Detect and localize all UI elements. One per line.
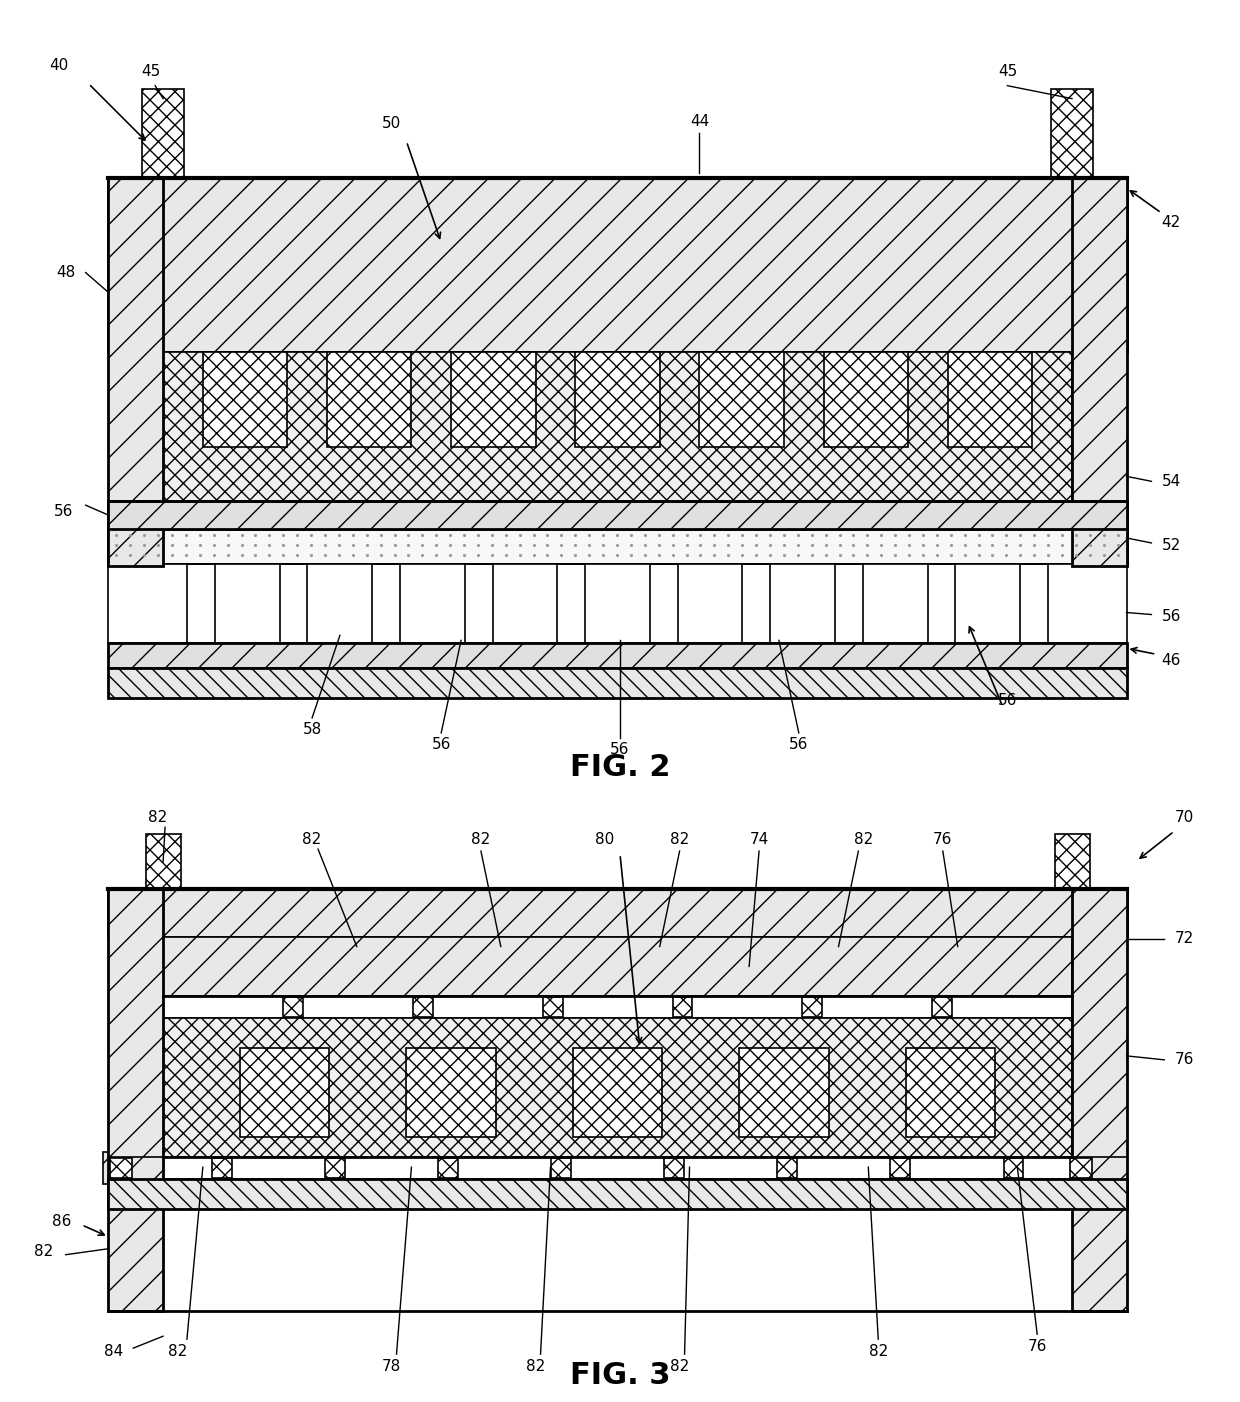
Text: 40: 40	[50, 59, 68, 73]
Bar	[108, 889, 164, 1311]
Bar	[1071, 889, 1127, 1311]
Text: 82: 82	[303, 831, 321, 847]
Text: 56: 56	[55, 503, 73, 519]
Bar	[108, 564, 1127, 644]
Text: 58: 58	[303, 722, 321, 737]
Bar	[575, 352, 660, 446]
Bar	[1003, 1158, 1023, 1178]
Bar	[108, 1157, 1127, 1179]
Bar	[108, 529, 1127, 564]
Text: 74: 74	[749, 831, 769, 847]
Text: 82: 82	[149, 810, 167, 824]
Text: 78: 78	[382, 1359, 402, 1374]
Text: 56: 56	[1162, 608, 1180, 624]
Bar	[739, 1047, 828, 1137]
Bar	[327, 352, 412, 446]
Bar	[325, 1158, 345, 1178]
Bar	[1071, 178, 1127, 566]
Bar	[164, 937, 1071, 997]
Bar	[802, 997, 822, 1016]
Text: 50: 50	[382, 116, 402, 130]
Text: 45: 45	[998, 64, 1017, 80]
Bar	[890, 1158, 910, 1178]
Text: 82: 82	[670, 1359, 689, 1374]
Bar	[932, 997, 952, 1016]
Text: 82: 82	[869, 1343, 888, 1359]
Bar	[283, 997, 303, 1016]
Bar	[1055, 834, 1090, 889]
Bar	[672, 997, 692, 1016]
Bar	[108, 178, 1127, 352]
Bar	[203, 352, 288, 446]
Text: 82: 82	[35, 1244, 53, 1259]
Bar	[212, 1158, 232, 1178]
Text: FIG. 2: FIG. 2	[569, 753, 671, 782]
Bar	[947, 352, 1032, 446]
Bar	[108, 889, 1127, 937]
Text: 44: 44	[689, 114, 709, 129]
Bar	[108, 669, 1127, 698]
Bar	[164, 1018, 1071, 1157]
Text: 46: 46	[1162, 653, 1180, 667]
Text: 82: 82	[853, 831, 873, 847]
Bar	[1052, 88, 1092, 178]
Text: 82: 82	[471, 831, 491, 847]
Bar	[573, 1047, 662, 1137]
Bar	[665, 1158, 684, 1178]
Bar	[108, 1179, 1127, 1209]
Bar	[823, 352, 908, 446]
Text: 82: 82	[670, 831, 689, 847]
Text: 42: 42	[1162, 216, 1180, 230]
Bar	[1070, 1158, 1091, 1178]
Text: 76: 76	[1174, 1053, 1194, 1067]
Text: 76: 76	[934, 831, 952, 847]
Text: 52: 52	[1162, 538, 1180, 554]
Bar	[143, 88, 184, 178]
Text: 84: 84	[104, 1343, 123, 1359]
Bar	[451, 352, 536, 446]
Bar	[241, 1047, 330, 1137]
Bar	[438, 1158, 458, 1178]
Bar	[543, 997, 563, 1016]
Text: 82: 82	[526, 1359, 546, 1374]
Bar	[108, 178, 164, 566]
Text: 56: 56	[998, 693, 1017, 708]
Text: 76: 76	[1028, 1339, 1047, 1354]
Text: 56: 56	[610, 742, 630, 757]
Text: FIG. 3: FIG. 3	[569, 1361, 671, 1391]
Text: 72: 72	[1174, 931, 1194, 946]
Bar	[777, 1158, 797, 1178]
Text: 80: 80	[595, 831, 615, 847]
Text: 54: 54	[1162, 474, 1180, 489]
Bar	[103, 1152, 159, 1185]
Bar	[551, 1158, 570, 1178]
Bar	[699, 352, 784, 446]
Text: 70: 70	[1174, 810, 1194, 824]
Bar	[110, 1158, 133, 1178]
Bar	[164, 352, 1071, 501]
Text: 45: 45	[141, 64, 161, 80]
Text: 56: 56	[789, 737, 808, 753]
Bar	[164, 997, 1071, 1018]
Bar	[146, 834, 181, 889]
Bar	[413, 997, 433, 1016]
Bar	[407, 1047, 496, 1137]
Text: 56: 56	[432, 737, 451, 753]
Bar	[108, 644, 1127, 669]
Text: 82: 82	[169, 1343, 187, 1359]
Text: 86: 86	[52, 1214, 72, 1230]
Bar	[108, 501, 1127, 529]
Bar	[905, 1047, 994, 1137]
Text: 48: 48	[56, 265, 76, 280]
